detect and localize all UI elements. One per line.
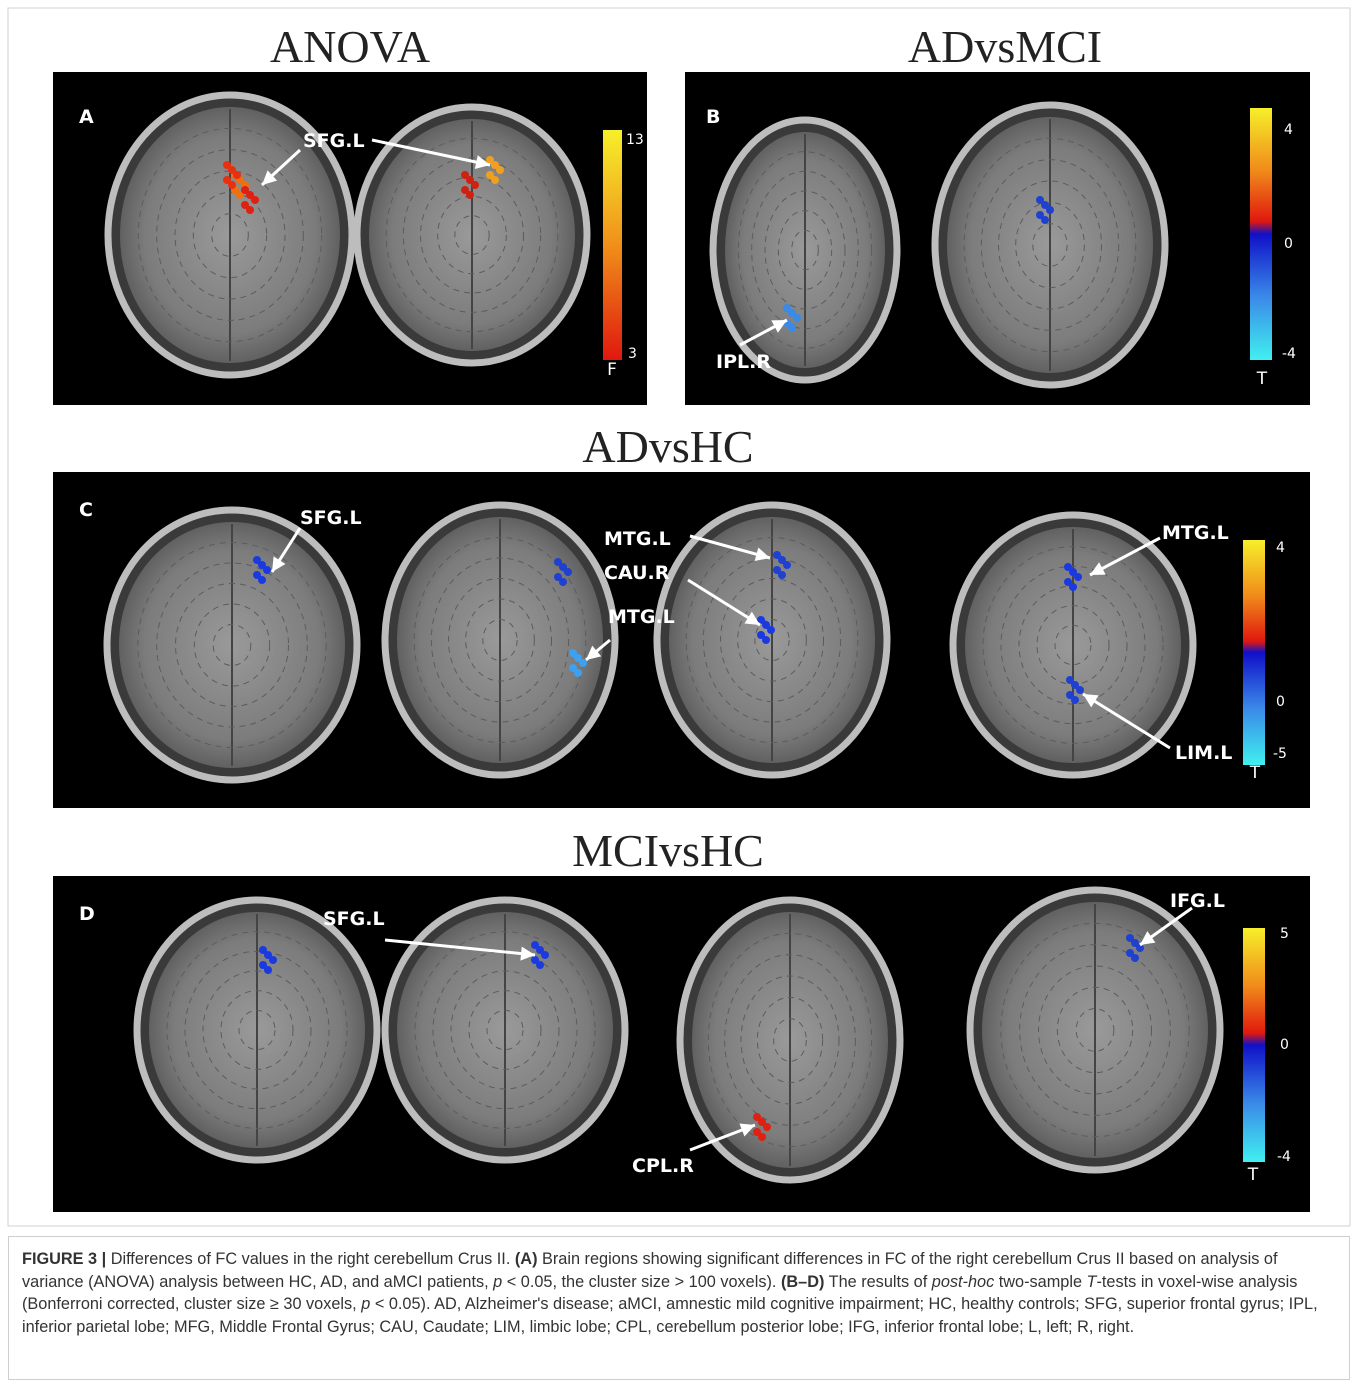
panel-letter: C — [79, 499, 93, 521]
colorbar-label: T — [1249, 763, 1261, 783]
colorbar — [1243, 928, 1265, 1162]
region-label: SFG.L — [300, 507, 362, 529]
activation — [1046, 206, 1054, 214]
region-label: LIM.L — [1175, 742, 1232, 764]
activation — [246, 206, 254, 214]
caption-text: Differences of FC values in the right ce… — [106, 1250, 515, 1268]
caption-text: FIGURE 3 | — [22, 1250, 106, 1268]
activation — [251, 196, 259, 204]
activation — [783, 561, 791, 569]
page: {"panels": [ {"title": "ANOVA", "letter"… — [0, 0, 1358, 1386]
figure-caption: FIGURE 3 | Differences of FC values in t… — [8, 1236, 1350, 1380]
caption-text: < 0.05, the cluster size > 100 voxels). — [502, 1273, 781, 1291]
colorbar-tick: 0 — [1284, 236, 1293, 252]
colorbar-label: F — [607, 360, 617, 380]
figure: ANOVA ADvsMCI ADvsHC MCIvsHC A B C D SFG… — [0, 0, 1358, 1232]
activation — [793, 314, 801, 322]
caption-text: T — [1087, 1273, 1097, 1291]
caption-text: p — [361, 1295, 370, 1313]
colorbar-tick: 4 — [1276, 540, 1285, 556]
activation — [758, 1133, 766, 1141]
activation — [564, 568, 572, 576]
activation — [579, 659, 587, 667]
panel-letter: B — [706, 106, 720, 128]
activation — [767, 626, 775, 634]
activation — [1131, 954, 1139, 962]
activation — [471, 181, 479, 189]
activation — [778, 571, 786, 579]
colorbar — [1243, 540, 1265, 765]
colorbar-label: T — [1247, 1165, 1259, 1185]
region-label: MTG.L — [1162, 522, 1229, 544]
region-label: IFG.L — [1170, 890, 1225, 912]
activation — [1069, 583, 1077, 591]
colorbar-tick: 0 — [1280, 1037, 1289, 1053]
activation — [762, 636, 770, 644]
activation — [233, 171, 241, 179]
activation — [1076, 686, 1084, 694]
colorbar — [603, 130, 622, 360]
caption-text: two-sample — [994, 1273, 1086, 1291]
caption-text: p — [493, 1273, 502, 1291]
region-label: SFG.L — [323, 908, 385, 930]
colorbar-label: T — [1256, 369, 1268, 389]
activation — [466, 191, 474, 199]
colorbar-tick: 3 — [628, 346, 637, 362]
region-label: SFG.L — [303, 130, 365, 152]
activation — [269, 956, 277, 964]
colorbar-tick: 5 — [1280, 926, 1289, 942]
colorbar — [1250, 108, 1272, 360]
colorbar-tick: -5 — [1273, 746, 1287, 762]
activation — [1074, 573, 1082, 581]
activation — [541, 951, 549, 959]
activation — [1041, 216, 1049, 224]
activation — [258, 576, 266, 584]
colorbar-tick: -4 — [1277, 1149, 1291, 1165]
panel-title: ADvsMCI — [908, 21, 1102, 72]
activation — [496, 166, 504, 174]
caption-text: The results of — [824, 1273, 931, 1291]
caption-text: post-hoc — [932, 1273, 994, 1291]
colorbar-tick: 0 — [1276, 694, 1285, 710]
panel-title: ADvsHC — [582, 421, 753, 472]
region-label: CPL.R — [632, 1155, 694, 1177]
activation — [536, 961, 544, 969]
activation — [574, 669, 582, 677]
caption-text: (B–D) — [781, 1273, 824, 1291]
activation — [263, 566, 271, 574]
region-label: IPL.R — [716, 351, 771, 373]
activation — [228, 181, 236, 189]
panel-title: MCIvsHC — [572, 825, 764, 876]
activation — [1136, 944, 1144, 952]
activation — [763, 1123, 771, 1131]
panel-title: ANOVA — [270, 21, 430, 72]
activation — [559, 578, 567, 586]
activation — [788, 324, 796, 332]
panel-letter: D — [79, 903, 95, 925]
panel-letter: A — [79, 106, 94, 128]
colorbar-tick: -4 — [1282, 346, 1296, 362]
caption-text: (A) — [515, 1250, 538, 1268]
region-label: MTG.L — [604, 528, 671, 550]
region-label: CAU.R — [604, 562, 670, 584]
colorbar-tick: 13 — [626, 132, 644, 148]
activation — [1071, 696, 1079, 704]
activation — [264, 966, 272, 974]
region-label: MTG.L — [608, 606, 675, 628]
activation — [491, 176, 499, 184]
colorbar-tick: 4 — [1284, 122, 1293, 138]
